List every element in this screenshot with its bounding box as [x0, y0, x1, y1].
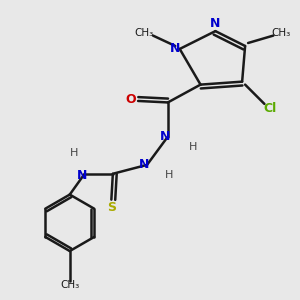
- Text: S: S: [107, 201, 116, 214]
- Text: CH₃: CH₃: [60, 280, 80, 290]
- Text: H: H: [70, 148, 78, 158]
- Text: O: O: [125, 93, 136, 106]
- Text: H: H: [189, 142, 197, 152]
- Text: N: N: [160, 130, 170, 143]
- Text: N: N: [76, 169, 87, 182]
- Text: N: N: [139, 158, 149, 171]
- Text: CH₃: CH₃: [134, 28, 154, 38]
- Text: N: N: [210, 17, 220, 30]
- Text: CH₃: CH₃: [271, 28, 290, 38]
- Text: Cl: Cl: [264, 102, 277, 115]
- Text: N: N: [170, 42, 181, 56]
- Text: H: H: [165, 170, 173, 180]
